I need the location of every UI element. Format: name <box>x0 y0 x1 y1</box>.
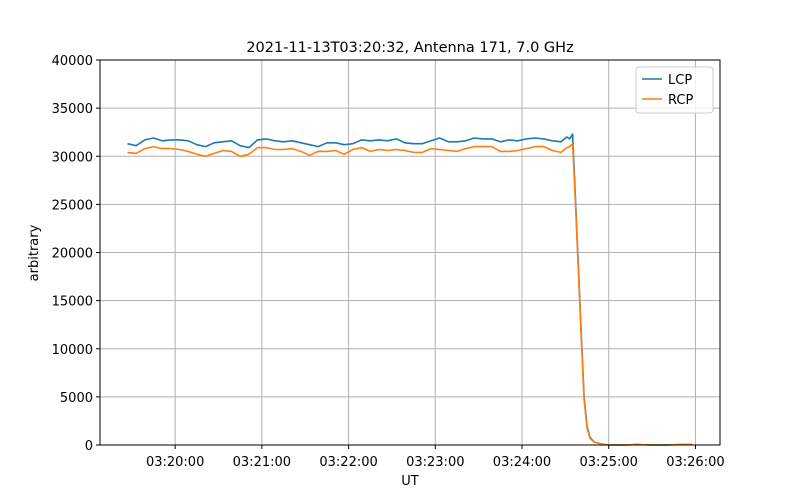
series-line-rcp <box>127 142 693 446</box>
grid <box>100 59 720 446</box>
x-tick-label: 03:26:00 <box>666 455 724 470</box>
y-axis-label: arbitrary <box>27 224 42 281</box>
y-tick-label: 40000 <box>52 54 93 69</box>
y-tick-label: 35000 <box>52 102 93 117</box>
x-tick-label: 03:22:00 <box>319 455 377 470</box>
series-line-lcp <box>127 133 693 446</box>
x-tick-label: 03:20:00 <box>146 455 204 470</box>
x-tick-label: 03:25:00 <box>580 455 638 470</box>
y-ticks: 0 5000 10000 15000 20000 25000 30000 35000 40000 <box>52 54 100 454</box>
x-axis-label: UT <box>401 474 419 489</box>
y-tick-label: 0 <box>85 439 93 454</box>
chart-title: 2021-11-13T03:20:32, Antenna 171, 7.0 GH… <box>246 40 573 56</box>
y-tick-label: 10000 <box>52 343 93 358</box>
x-ticks: 03:20:00 03:21:00 03:22:00 03:23:00 03:24:00… <box>146 445 725 470</box>
legend-label-lcp: LCP <box>668 73 692 88</box>
series-lines <box>127 133 693 446</box>
y-tick-label: 5000 <box>60 391 93 406</box>
y-tick-label: 20000 <box>52 247 93 262</box>
x-tick-label: 03:21:00 <box>233 455 291 470</box>
legend-label-rcp: RCP <box>668 93 693 108</box>
legend: LCP RCP <box>635 66 714 114</box>
y-tick-label: 30000 <box>52 150 93 165</box>
x-tick-label: 03:24:00 <box>493 455 551 470</box>
x-tick-label: 03:23:00 <box>406 455 464 470</box>
y-tick-label: 25000 <box>52 198 93 213</box>
y-tick-label: 15000 <box>52 295 93 310</box>
